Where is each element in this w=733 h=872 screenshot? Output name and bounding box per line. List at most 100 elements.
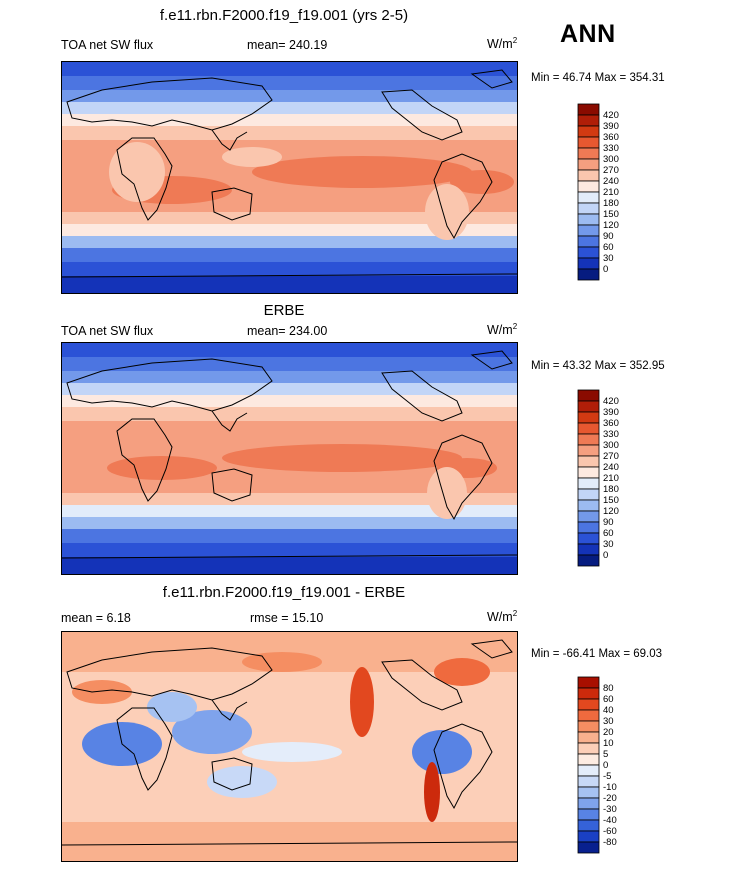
panel-1-colorbar-box [577, 191, 600, 204]
panel-1-mean-label: mean= 240.19 [247, 38, 328, 52]
panel-3-colorbar-box [577, 731, 600, 744]
panel-2-colorbar-box [577, 477, 600, 490]
panel-1-colorbar-label: 150 [603, 209, 619, 220]
panel-1-colorbar-box [577, 147, 600, 160]
panel-3-colorbar-label: -80 [603, 837, 617, 848]
panel-1-colorbar-box [577, 235, 600, 248]
panel-2-colorbar-label: 360 [603, 418, 619, 429]
panel-3-colorbar-box [577, 753, 600, 766]
panel-1-units-label: W/m2 [487, 36, 518, 52]
panel-2-colorbar-box [577, 422, 600, 435]
panel-1-colorbar-label: 0 [603, 264, 608, 275]
panel-3-minmax-label: Min = -66.41 Max = 69.03 [531, 648, 663, 660]
panel-3-colorbar-label: 20 [603, 727, 614, 738]
panel-2-colorbar-label: 30 [603, 539, 614, 550]
panel-2-colorbar-label: 60 [603, 528, 614, 539]
panel-3-colorbar-label: -10 [603, 782, 617, 793]
panel-1-colorbar-label: 210 [603, 187, 619, 198]
panel-2-colorbar-box [577, 521, 600, 534]
panel-2-colorbar-box [577, 411, 600, 424]
panel-3-colorbar-box [577, 808, 600, 821]
panel-3-colorbar-box [577, 841, 600, 854]
panel-2-colorbar-box [577, 444, 600, 457]
panel-2-colorbar-label: 180 [603, 484, 619, 495]
panel-3-colorbar-box [577, 764, 600, 777]
panel-2-colorbar-box [577, 466, 600, 479]
panel-1-colorbar-label: 390 [603, 121, 619, 132]
panel-1-colorbar-label: 180 [603, 198, 619, 209]
panel-3-colorbar-label: 10 [603, 738, 614, 749]
panel-1-colorbar-label: 30 [603, 253, 614, 264]
panel-2-colorbar-label: 0 [603, 550, 608, 561]
panel-2-colorbar-box [577, 389, 600, 402]
panel-3-colorbar-label: 5 [603, 749, 608, 760]
panel-1-colorbar-box [577, 202, 600, 215]
panel-1-colorbar-box [577, 180, 600, 193]
panel-2-units-label: W/m2 [487, 322, 518, 338]
panel-2-colorbar-label: 90 [603, 517, 614, 528]
panel-3-colorbar-box [577, 830, 600, 843]
panel-1-colorbar-label: 240 [603, 176, 619, 187]
panel-3-colorbar-label: -20 [603, 793, 617, 804]
panel-3-colorbar-label: 0 [603, 760, 608, 771]
panel-2-minmax-label: Min = 43.32 Max = 352.95 [531, 360, 665, 372]
panel-2-colorbar-box [577, 499, 600, 512]
panel-1-colorbar-box [577, 136, 600, 149]
panel-1-colorbar-label: 120 [603, 220, 619, 231]
panel-2-colorbar-box [577, 400, 600, 413]
panel-3-colorbar-label: 60 [603, 694, 614, 705]
panel-2-colorbar-label: 240 [603, 462, 619, 473]
panel-2-colorbar-box [577, 433, 600, 446]
panel-1-minmax-label: Min = 46.74 Max = 354.31 [531, 72, 665, 84]
panel-1-colorbar-box [577, 114, 600, 127]
panel-3-colorbar-label: 40 [603, 705, 614, 716]
panel-3-colorbar-box [577, 775, 600, 788]
panel-2-mean-label: mean= 234.00 [247, 324, 328, 338]
panel-2-colorbar-box [577, 532, 600, 545]
panel-3-map-image [62, 632, 517, 861]
panel-2-title: ERBE [263, 302, 305, 319]
panel-3-rmse-label: rmse = 15.10 [250, 611, 324, 625]
panel-1-colorbar-box [577, 158, 600, 171]
panel-3-colorbar-box [577, 709, 600, 722]
panel-1-colorbar-label: 420 [603, 110, 619, 121]
panel-1-colorbar-label: 360 [603, 132, 619, 143]
panel-1-colorbar-box [577, 103, 600, 116]
panel-2-colorbar-label: 150 [603, 495, 619, 506]
panel-2-colorbar-label: 330 [603, 429, 619, 440]
panel-3-colorbar-box [577, 720, 600, 733]
panel-3-colorbar-label: 80 [603, 683, 614, 694]
panel-3-colorbar-box [577, 698, 600, 711]
panel-3-colorbar-label: -60 [603, 826, 617, 837]
panel-2-colorbar-label: 300 [603, 440, 619, 451]
panel-3-colorbar-label: -30 [603, 804, 617, 815]
panel-1-colorbar: 420 390 360 330 300 270 240 210 180 150 120 90 60 30 0 [577, 103, 638, 284]
panel-1-colorbar-label: 90 [603, 231, 614, 242]
panel-2-colorbar-label: 120 [603, 506, 619, 517]
panel-3-map [61, 631, 518, 862]
panel-1-map-image [62, 62, 517, 293]
panel-2-variable-label: TOA net SW flux [61, 324, 154, 338]
panel-2-colorbar-box [577, 543, 600, 556]
panel-1-colorbar-box [577, 125, 600, 138]
panel-3-colorbar-box [577, 676, 600, 689]
panel-1-map [61, 61, 518, 294]
panel-3-colorbar-box [577, 819, 600, 832]
panel-3-colorbar-box [577, 742, 600, 755]
panel-3-colorbar-box [577, 786, 600, 799]
panel-2-colorbar: 420 390 360 330 300 270 240 210 180 150 120 90 60 30 0 [577, 389, 638, 570]
panel-3-mean-label: mean = 6.18 [61, 611, 131, 625]
panel-2-colorbar-box [577, 510, 600, 523]
panel-3-colorbar-label: -40 [603, 815, 617, 826]
panel-1-variable-label: TOA net SW flux [61, 38, 154, 52]
panel-2-map-image [62, 343, 517, 574]
panel-3-colorbar-label: -5 [603, 771, 611, 782]
panel-3-title: f.e11.rbn.F2000.f19_f19.001 - ERBE [162, 584, 406, 601]
panel-3-colorbar-label: 30 [603, 716, 614, 727]
panel-3-colorbar: 80 60 40 30 20 10 5 0 -5 -10 -20 -30 -40 -60 -80 [577, 676, 638, 857]
panel-1-colorbar-box [577, 169, 600, 182]
panel-3-colorbar-box [577, 687, 600, 700]
panel-1-colorbar-box [577, 213, 600, 226]
panel-1-colorbar-box [577, 257, 600, 270]
panel-1-colorbar-box [577, 224, 600, 237]
